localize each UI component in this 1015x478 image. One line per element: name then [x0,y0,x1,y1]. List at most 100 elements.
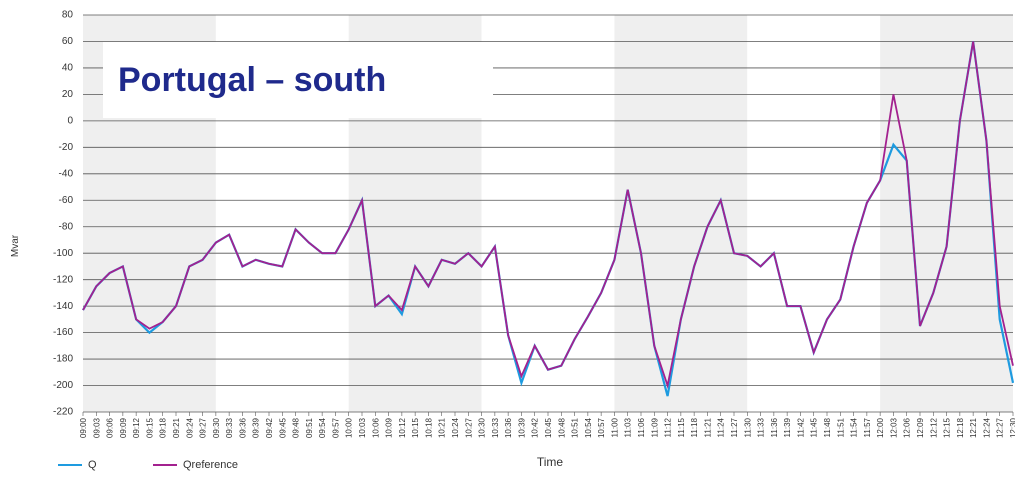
y-tick-label: -180 [53,354,73,365]
band [747,15,881,412]
x-tick-label: 10:45 [544,417,553,438]
x-tick-label: 09:48 [292,417,301,438]
y-tick-label: 60 [62,36,74,47]
y-tick-label: -40 [59,168,74,179]
legend-label: Qreference [183,459,238,471]
x-tick-label: 10:39 [517,417,526,438]
x-tick-label: 12:09 [916,417,925,438]
x-tick-label: 10:42 [531,417,540,438]
x-tick-label: 11:51 [836,417,845,437]
chart-title: Portugal – south [118,61,386,99]
x-tick-label: 09:42 [265,417,274,438]
x-tick-label: 12:24 [982,417,991,438]
x-tick-label: 09:06 [106,417,115,438]
x-tick-label: 11:00 [610,417,619,437]
y-tick-label: 80 [62,10,74,21]
x-tick-label: 11:57 [863,417,872,437]
x-tick-label: 09:00 [79,417,88,438]
x-tick-label: 11:12 [664,417,673,437]
y-tick-label: -60 [59,195,74,206]
legend-label: Q [88,459,97,471]
series-line [82,41,1014,390]
x-tick-label: 09:03 [92,417,101,438]
y-tick-label: -200 [53,380,73,391]
x-tick-label: 10:12 [398,417,407,438]
x-tick-label: 10:30 [478,417,487,438]
x-tick-label: 10:51 [571,417,580,438]
x-tick-label: 11:45 [810,417,819,437]
x-tick-label: 12:21 [969,417,978,438]
x-tick-label: 10:54 [584,417,593,438]
x-tick-label: 11:18 [690,417,699,437]
x-tick-label: 10:06 [371,417,380,438]
x-tick-label: 09:33 [225,417,234,438]
y-axis-label: Mvar [10,234,21,257]
x-tick-label: 11:33 [757,417,766,437]
y-tick-label: -20 [59,142,74,153]
x-tick-label: 12:18 [956,417,965,438]
x-tick-label: 11:21 [703,417,712,437]
title-box [103,42,493,118]
x-tick-label: 09:12 [132,417,141,438]
x-tick-label: 11:39 [783,417,792,437]
x-tick-label: 10:00 [345,417,354,438]
x-tick-label: 09:15 [145,417,154,438]
x-tick-label: 10:15 [411,417,420,438]
x-tick-label: 12:12 [929,417,938,438]
x-tick-label: 11:36 [770,417,779,437]
x-tick-label: 11:15 [677,417,686,437]
x-tick-label: 10:48 [557,417,566,438]
y-tick-label: -80 [59,221,74,232]
x-tick-label: 10:18 [424,417,433,438]
x-tick-label: 12:27 [996,417,1005,438]
x-tick-label: 11:24 [717,417,726,437]
x-tick-label: 09:24 [185,417,194,438]
x-axis-label: Time [537,455,564,469]
x-tick-label: 10:27 [464,417,473,438]
x-tick-label: 09:21 [172,417,181,438]
x-tick-label: 11:30 [743,417,752,437]
y-tick-label: -140 [53,301,73,312]
y-tick-label: -160 [53,327,73,338]
x-tick-label: 11:06 [637,417,646,437]
x-tick-label: 09:51 [305,417,314,438]
band [481,15,615,412]
x-tick-label: 10:57 [597,417,606,438]
y-tick-label: 20 [62,89,74,100]
x-tick-label: 11:48 [823,417,832,437]
x-tick-label: 10:24 [451,417,460,438]
lines [82,41,1015,397]
x-tick-label: 12:06 [903,417,912,438]
y-tick-label: -220 [53,407,73,418]
x-tick-label: 09:27 [199,417,208,438]
x-tick-label: 09:09 [119,417,128,438]
x-tick-label: 12:15 [943,417,952,438]
x-tick-label: 09:30 [212,417,221,438]
x-tick-label: 09:39 [252,417,261,438]
x-tick-label: 10:36 [504,417,513,438]
x-tick-label: 10:33 [491,417,500,438]
x-tick-label: 11:09 [650,417,659,437]
x-tick-label: 11:54 [850,417,859,437]
x-tick-label: 10:09 [385,417,394,438]
band [614,15,748,412]
x-tick-label: 09:45 [278,417,287,438]
y-tick-label: -120 [53,274,73,285]
y-tick-label: -100 [53,248,73,259]
x-tick-label: 12:30 [1009,417,1015,438]
x-tick-label: 10:21 [438,417,447,438]
x-tick-label: 11:27 [730,417,739,437]
x-tick-label: 11:42 [796,417,805,437]
x-tick-label: 10:03 [358,417,367,438]
x-tick-label: 09:54 [318,417,327,438]
x-tick-label: 09:36 [238,417,247,438]
x-tick-label: 12:03 [889,417,898,438]
x-tick-label: 12:00 [876,417,885,438]
y-tick-label: 40 [62,63,74,74]
x-tick-label: 09:57 [331,417,340,438]
x-tick-label: 09:18 [159,417,168,438]
y-tick-label: 0 [67,116,73,127]
x-tick-label: 11:03 [624,417,633,437]
